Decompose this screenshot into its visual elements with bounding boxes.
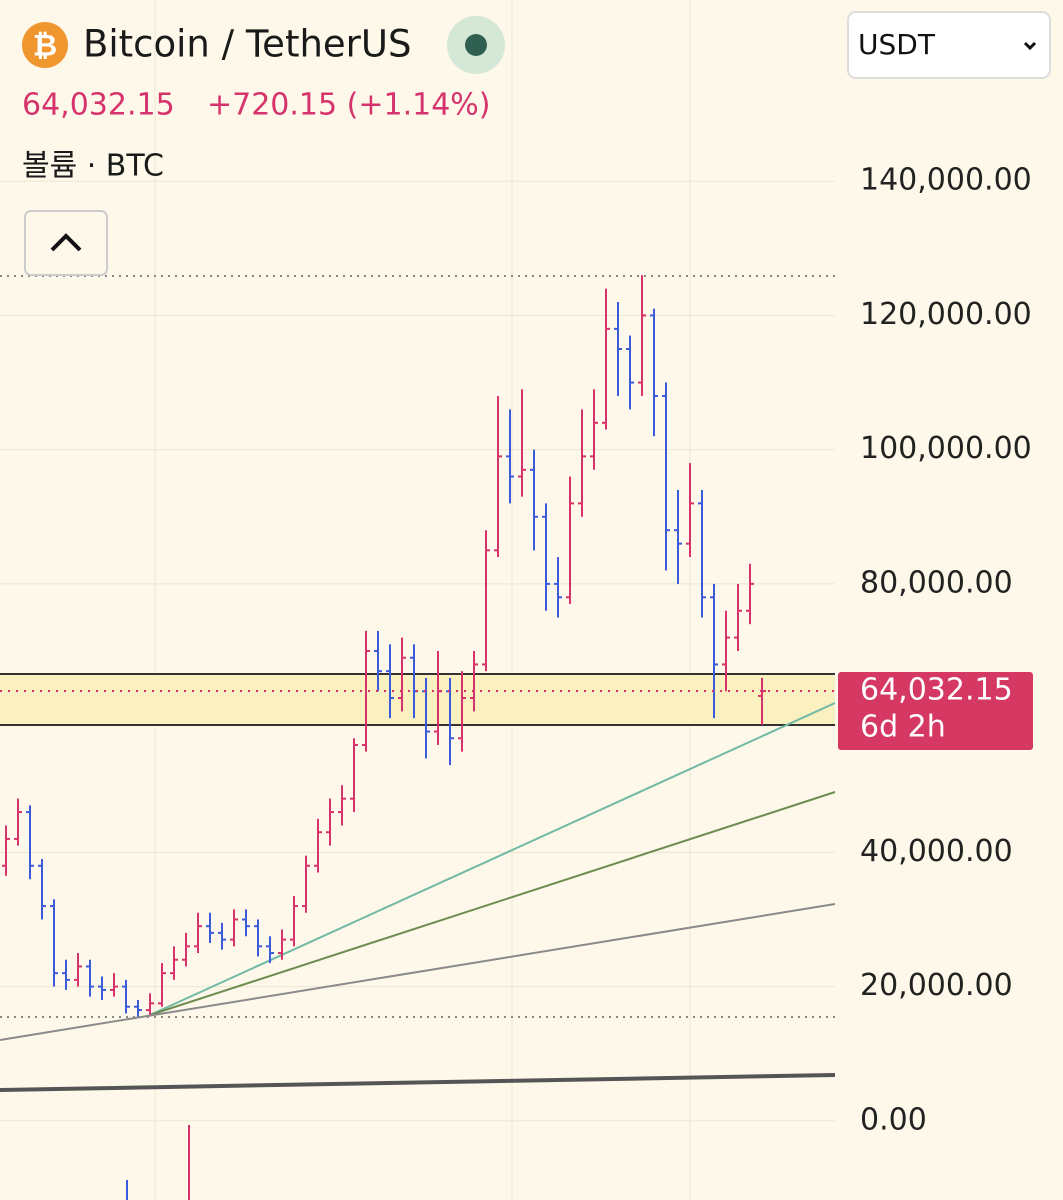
ohlc-bar xyxy=(530,449,538,551)
price: 64,032.15 xyxy=(22,88,175,123)
ohlc-bar xyxy=(746,563,754,625)
ohlc-bar xyxy=(542,503,550,611)
ohlc-bar xyxy=(134,1000,142,1017)
ohlc-bar xyxy=(374,630,382,692)
price-badge-countdown: 6d 2h xyxy=(860,710,946,745)
ohlc-bar xyxy=(662,382,670,571)
ohlc-bar xyxy=(38,859,46,920)
select-arrow xyxy=(1023,41,1037,51)
ohlc-bar xyxy=(110,973,118,997)
ohlc-bar xyxy=(206,912,214,943)
ohlc-bar xyxy=(194,912,202,954)
ohlc-bar xyxy=(686,463,694,558)
ohlc-bar xyxy=(266,936,274,964)
ohlc-bar xyxy=(638,275,646,396)
y-tick-label: 40,000.00 xyxy=(860,834,1013,869)
ohlc-bar xyxy=(698,489,706,618)
grid xyxy=(0,0,835,1200)
trendline xyxy=(149,791,836,1016)
ohlc-bar xyxy=(674,489,682,584)
ohlc-bar xyxy=(146,993,154,1015)
ohlc-bar xyxy=(362,630,370,752)
ohlc-bar xyxy=(242,909,250,937)
ohlc-bar xyxy=(482,530,490,672)
collapse-button[interactable] xyxy=(24,210,108,276)
ohlc-bar xyxy=(470,651,478,712)
currency: USDT xyxy=(858,28,936,61)
ohlc-bar xyxy=(26,805,34,880)
ohlc-bar xyxy=(218,922,226,950)
price-badge xyxy=(838,672,1033,751)
ohlc-bar xyxy=(554,557,562,618)
ohlc-bar xyxy=(602,288,610,430)
ohlc-bar xyxy=(158,963,166,1007)
ohlc-bar xyxy=(626,335,634,410)
ohlc-bar xyxy=(578,409,586,517)
ohlc-bar xyxy=(326,798,334,846)
chevron-up xyxy=(50,233,82,252)
y-tick-label: 100,000.00 xyxy=(860,431,1032,466)
y-tick-label: 80,000.00 xyxy=(860,565,1013,600)
ohlc-bar xyxy=(614,302,622,396)
bars xyxy=(2,275,766,1017)
ohlc-bar xyxy=(86,959,94,997)
y-tick-label: 0.00 xyxy=(860,1102,927,1137)
ohlc-bar xyxy=(338,785,346,826)
ohlc-bar xyxy=(62,959,70,990)
ohlc-bar xyxy=(566,476,574,605)
ohlc-bar xyxy=(758,677,766,725)
y-axis: 140,000.00 120,000.00 100,000.00 80,000.00 4… xyxy=(860,163,1032,1138)
ohlc-bar xyxy=(230,909,238,947)
ohlc-bar xyxy=(518,389,526,497)
y-tick-label: 120,000.00 xyxy=(860,297,1032,332)
ohlc-bar xyxy=(386,644,394,719)
ohlc-bar xyxy=(590,389,598,470)
ohlc-bar xyxy=(458,671,466,752)
ohlc-bar xyxy=(314,818,322,873)
ohlc-bar xyxy=(494,395,502,558)
ohlc-bar xyxy=(182,932,190,967)
ohlc-bar xyxy=(50,899,58,987)
ohlc-bar xyxy=(254,919,262,957)
ohlc-bar xyxy=(170,946,178,980)
ohlc-bar xyxy=(350,738,358,813)
ohlc-bar xyxy=(14,798,22,846)
currency-select[interactable] xyxy=(847,11,1051,79)
status-dot xyxy=(465,34,487,56)
trendline xyxy=(0,903,836,1041)
ohlc-bar xyxy=(650,308,658,437)
ohlc-bar xyxy=(278,929,286,960)
volume-label: 볼륨 · BTC xyxy=(22,149,164,184)
change: +720.15 (+1.14%) xyxy=(207,88,491,123)
y-tick-label: 20,000.00 xyxy=(860,968,1013,1003)
ohlc-bar xyxy=(74,953,82,987)
y-tick-label: 140,000.00 xyxy=(860,163,1032,198)
ohlc-bar xyxy=(302,855,310,913)
ohlc-bar xyxy=(98,976,106,1000)
ohlc-bar xyxy=(734,583,742,652)
trendline xyxy=(0,1073,836,1092)
trendline xyxy=(149,702,836,1016)
title: Bitcoin / TetherUS xyxy=(83,23,411,66)
ohlc-bar xyxy=(398,637,406,712)
coin-glyph: ₿ xyxy=(33,29,57,64)
coin-icon xyxy=(22,22,68,68)
ohlc-bar xyxy=(506,409,514,504)
zone xyxy=(0,674,835,725)
ohlc-bar xyxy=(710,583,718,719)
ohlc-bar xyxy=(2,825,10,876)
ohlc-bar xyxy=(722,610,730,692)
ohlc-bar xyxy=(122,979,130,1014)
ohlc-bar xyxy=(290,895,298,947)
price-badge-value: 64,032.15 xyxy=(860,673,1013,708)
